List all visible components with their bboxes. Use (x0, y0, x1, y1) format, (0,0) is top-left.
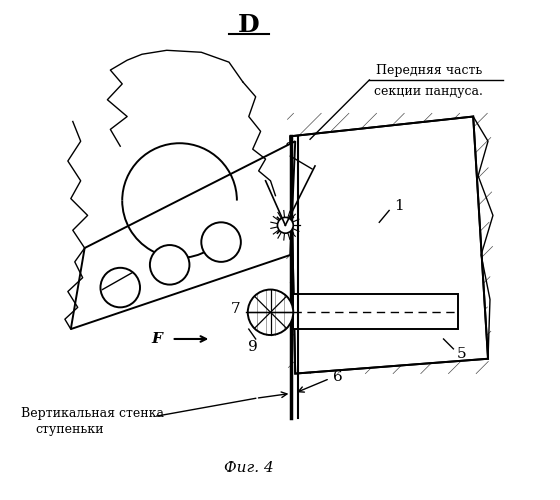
Text: Передняя часть: Передняя часть (376, 64, 482, 76)
Text: D: D (238, 12, 260, 36)
Text: 6: 6 (333, 370, 343, 384)
Text: 7: 7 (231, 302, 241, 316)
Text: 8: 8 (286, 142, 295, 156)
Text: F: F (151, 332, 162, 346)
Text: Вертикальная стенка: Вертикальная стенка (21, 406, 164, 420)
Text: 3: 3 (83, 284, 92, 298)
Circle shape (100, 268, 140, 308)
Polygon shape (290, 116, 488, 374)
Circle shape (150, 245, 189, 284)
Circle shape (277, 218, 293, 233)
Circle shape (201, 222, 241, 262)
Text: Фиг. 4: Фиг. 4 (224, 460, 274, 474)
Text: 5: 5 (456, 347, 466, 361)
Text: 9: 9 (248, 340, 258, 354)
Bar (293, 294, 458, 329)
Circle shape (248, 290, 293, 335)
Text: ступеньки: ступеньки (36, 424, 104, 436)
Text: секции пандуса.: секции пандуса. (374, 86, 483, 98)
Polygon shape (71, 141, 295, 329)
Text: 1: 1 (394, 198, 404, 212)
